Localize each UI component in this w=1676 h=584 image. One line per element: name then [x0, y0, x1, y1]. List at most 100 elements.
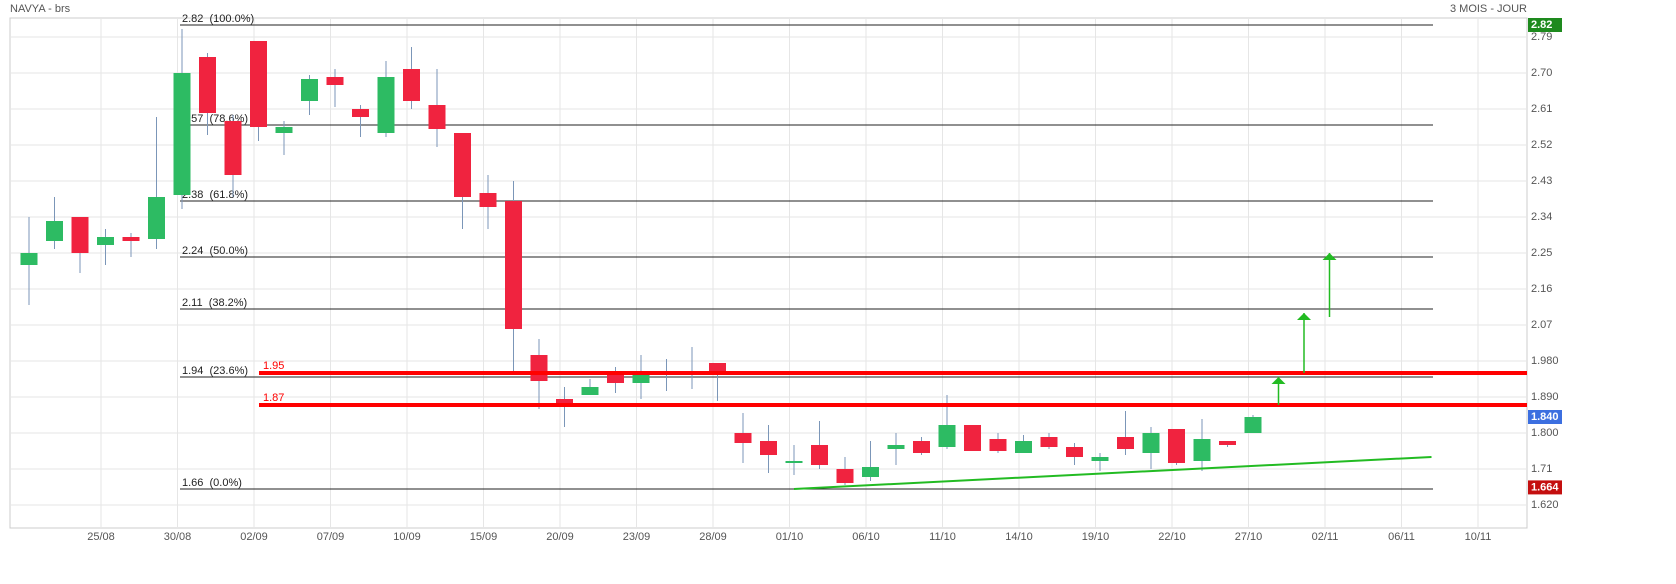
candle-body — [20, 253, 38, 265]
plot-frame — [9, 17, 1528, 529]
candle-body — [505, 201, 522, 329]
fib-label: 2.11 (38.2%) — [182, 297, 247, 309]
fib-label: 2.82 (100.0%) — [182, 13, 254, 25]
candle-body — [1117, 437, 1134, 449]
candle-body — [862, 467, 879, 477]
arrow-head — [1322, 253, 1337, 260]
price-badge-label: 2.82 — [1531, 19, 1552, 31]
x-tick-label: 02/09 — [240, 531, 268, 543]
candle-body — [913, 441, 930, 453]
candle-body — [811, 445, 828, 465]
price-badge-label: 1.664 — [1531, 481, 1559, 493]
support-label: 1.87 — [263, 392, 284, 404]
x-tick-label: 19/10 — [1082, 531, 1110, 543]
candle-body — [71, 217, 89, 253]
candle-body — [97, 237, 114, 245]
candle-body — [173, 73, 191, 195]
candle-body — [403, 69, 420, 101]
x-tick-label: 06/11 — [1388, 531, 1415, 543]
y-tick-label: 1.620 — [1531, 499, 1559, 511]
x-tick-label: 10/09 — [393, 531, 421, 543]
candle-body — [250, 41, 267, 127]
candle-body — [632, 373, 650, 383]
candle-body — [1040, 437, 1058, 447]
y-tick-label: 2.16 — [1531, 283, 1552, 295]
candle-body — [428, 105, 446, 129]
x-tick-label: 10/11 — [1465, 531, 1492, 543]
price-badge — [1528, 410, 1562, 424]
y-tick-label: 2.52 — [1531, 139, 1552, 151]
candle-body — [1142, 433, 1160, 453]
candle-body — [46, 221, 63, 241]
fib-label: 1.94 (23.6%) — [182, 365, 248, 377]
candle-body — [836, 469, 854, 483]
arrow-head — [1297, 313, 1311, 320]
chart-title: NAVYA - brs — [10, 3, 71, 15]
y-tick-label: 2.25 — [1531, 247, 1552, 259]
candle-body — [122, 237, 140, 241]
candle-body — [1168, 429, 1185, 463]
candle-body — [530, 355, 548, 381]
x-tick-label: 27/10 — [1235, 531, 1263, 543]
candle-body — [377, 77, 395, 133]
x-tick-label: 23/09 — [623, 531, 651, 543]
x-tick-label: 22/10 — [1158, 531, 1186, 543]
y-tick-label: 2.61 — [1531, 103, 1552, 115]
candle-body — [989, 439, 1007, 451]
candle-body — [1015, 441, 1032, 453]
y-tick-label: 2.70 — [1531, 67, 1552, 79]
candle-body — [1193, 439, 1211, 461]
fib-label: 1.66 (0.0%) — [182, 477, 242, 489]
candle-body — [1091, 457, 1109, 461]
x-tick-label: 30/08 — [164, 531, 192, 543]
x-tick-label: 01/10 — [776, 531, 804, 543]
candle-body — [1219, 441, 1236, 445]
x-tick-label: 07/09 — [317, 531, 345, 543]
x-tick-label: 15/09 — [470, 531, 498, 543]
x-tick-label: 06/10 — [852, 531, 880, 543]
trendline — [793, 456, 1432, 490]
x-tick-label: 28/09 — [699, 531, 727, 543]
candle-body — [581, 387, 599, 395]
candle-body — [301, 79, 318, 101]
x-tick-label: 11/10 — [929, 531, 956, 543]
candle-body — [709, 363, 726, 371]
y-tick-label: 2.34 — [1531, 211, 1552, 223]
y-tick-label: 1.890 — [1531, 391, 1559, 403]
y-tick-label: 1.800 — [1531, 427, 1559, 439]
arrow-head — [1271, 377, 1286, 384]
price-badge-label: 1.840 — [1531, 411, 1559, 423]
candle-body — [148, 197, 165, 239]
candle-body — [887, 445, 905, 449]
candle-body — [199, 57, 216, 113]
price-badge — [1528, 18, 1562, 32]
y-tick-label: 2.43 — [1531, 175, 1552, 187]
x-tick-label: 14/10 — [1005, 531, 1033, 543]
chart-period: 3 MOIS - JOUR — [1450, 3, 1527, 15]
candle-body — [326, 77, 344, 85]
y-tick-label: 2.79 — [1531, 31, 1552, 43]
x-tick-label: 20/09 — [546, 531, 574, 543]
y-tick-label: 2.07 — [1531, 319, 1552, 331]
candle-body — [964, 425, 981, 451]
x-tick-label: 25/08 — [87, 531, 115, 543]
y-tick-label: 1.980 — [1531, 355, 1559, 367]
x-tick-label: 02/11 — [1312, 531, 1339, 543]
candle-body — [785, 461, 803, 463]
candle-body — [275, 127, 293, 133]
support-label: 1.95 — [263, 360, 284, 372]
candle-body — [352, 109, 369, 117]
candle-body — [734, 433, 752, 443]
fib-label: 2.24 (50.0%) — [182, 245, 248, 257]
candle-body — [1066, 447, 1083, 457]
price-badge — [1528, 480, 1562, 495]
candle-body — [479, 193, 497, 207]
candle-body — [454, 133, 471, 197]
candle-body — [938, 425, 956, 447]
candle-body — [556, 399, 573, 405]
candle-body — [224, 121, 242, 175]
candle-body — [1244, 417, 1262, 433]
fib-label: 2.38 (61.8%) — [182, 189, 248, 201]
candle-body — [607, 375, 624, 383]
